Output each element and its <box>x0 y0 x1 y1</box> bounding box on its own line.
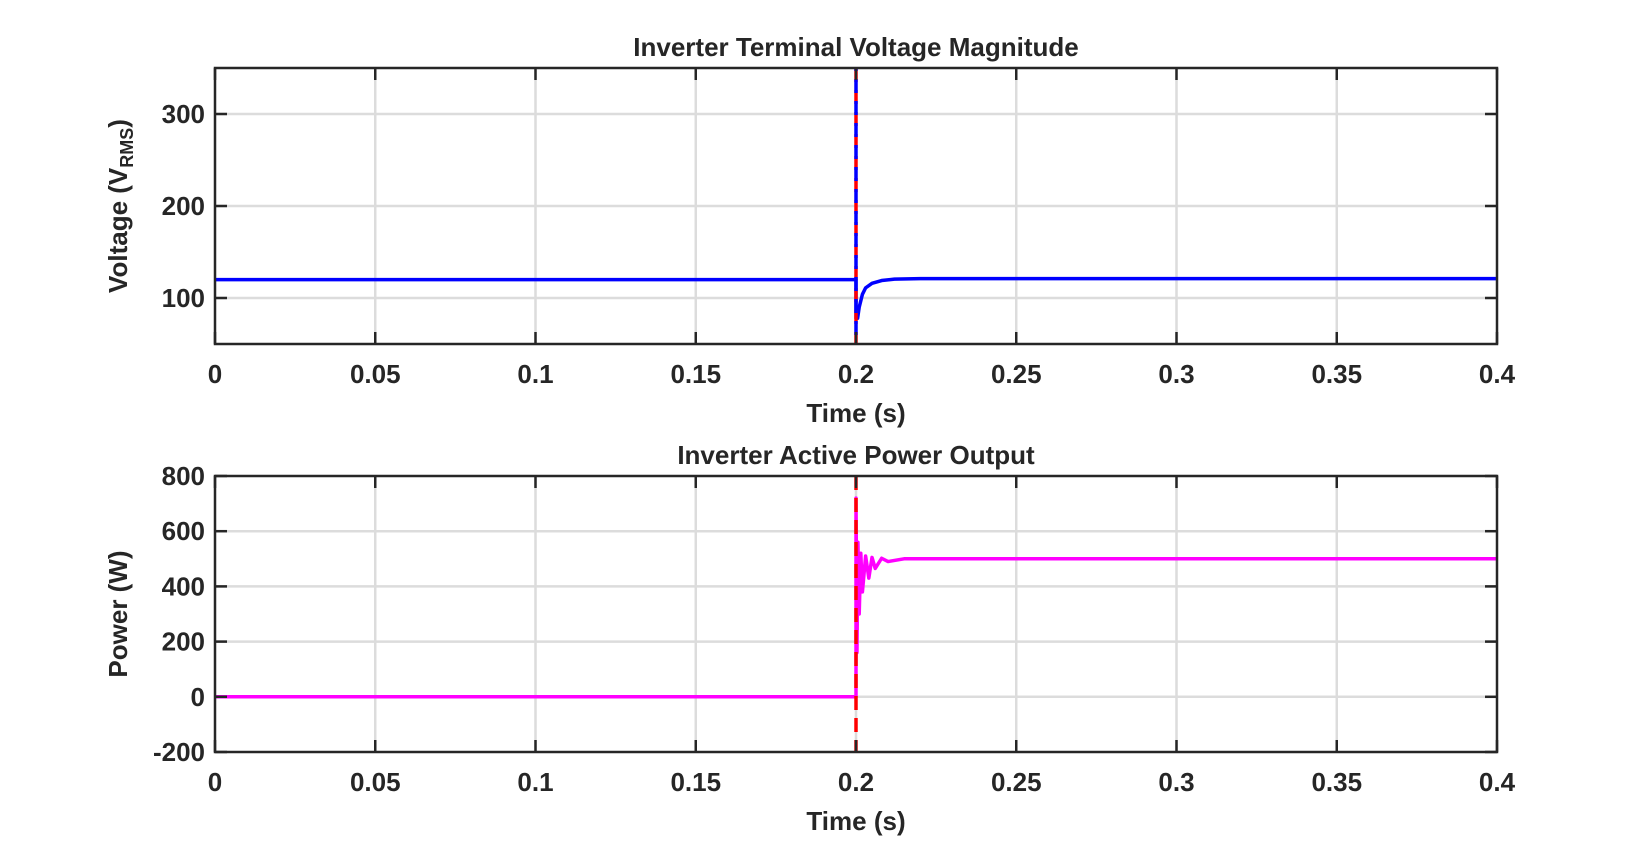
x-tick-label: 0.1 <box>517 359 553 389</box>
x-tick-label: 0.15 <box>670 767 721 797</box>
chart-title: Inverter Active Power Output <box>677 440 1035 470</box>
x-tick-label: 0.4 <box>1479 767 1516 797</box>
x-tick-label: 0.05 <box>350 359 401 389</box>
y-axis-label-main: Power (W) <box>103 550 133 677</box>
x-tick-label: 0.35 <box>1311 767 1362 797</box>
x-tick-label: 0.25 <box>991 767 1042 797</box>
x-tick-label: 0.2 <box>838 359 874 389</box>
series-line-0 <box>215 496 1497 699</box>
tick-marks <box>213 474 1499 754</box>
x-tick-label: 0.15 <box>670 359 721 389</box>
power-panel: 0 0.05 0.1 0.15 0.2 0.25 0.3 0.35 0.4-2000200400… <box>103 440 1516 836</box>
y-tick-label: 100 <box>162 283 205 313</box>
y-axis-label-subscript: RMS <box>117 128 137 168</box>
y-tick-label: 300 <box>162 99 205 129</box>
y-tick-label: 600 <box>162 516 205 546</box>
x-tick-label: 0.3 <box>1158 359 1194 389</box>
y-tick-label: 400 <box>162 571 205 601</box>
voltage-panel: 0 0.05 0.1 0.15 0.2 0.25 0.3 0.35 0.4 100 200 300 In… <box>103 32 1516 428</box>
tick-marks <box>213 68 1499 344</box>
x-axis-label: Time (s) <box>806 806 905 836</box>
x-axis-label: Time (s) <box>806 398 905 428</box>
y-tick-label: 0 <box>191 682 205 712</box>
y-tick-label: 200 <box>162 191 205 221</box>
x-tick-label: 0.4 <box>1479 359 1516 389</box>
y-axis-label: Voltage (VRMS) <box>103 119 137 293</box>
y-axis-label: Power (W) <box>103 550 133 677</box>
x-tick-label: 0 <box>208 359 222 389</box>
y-axis-label-main: Voltage (V <box>103 167 133 293</box>
x-tick-label: 0.25 <box>991 359 1042 389</box>
x-tick-label: 0.3 <box>1158 767 1194 797</box>
chart-title: Inverter Terminal Voltage Magnitude <box>633 32 1078 62</box>
x-tick-label: 0.05 <box>350 767 401 797</box>
y-tick-label: 800 <box>162 461 205 491</box>
x-tick-label: 0.1 <box>517 767 553 797</box>
x-tick-label: 0.2 <box>838 767 874 797</box>
y-tick-label: 200 <box>162 627 205 657</box>
y-axis-label-close: ) <box>103 119 133 128</box>
x-tick-label: 0.35 <box>1311 359 1362 389</box>
x-tick-label: 0 <box>208 767 222 797</box>
y-tick-label: -200 <box>153 737 205 767</box>
